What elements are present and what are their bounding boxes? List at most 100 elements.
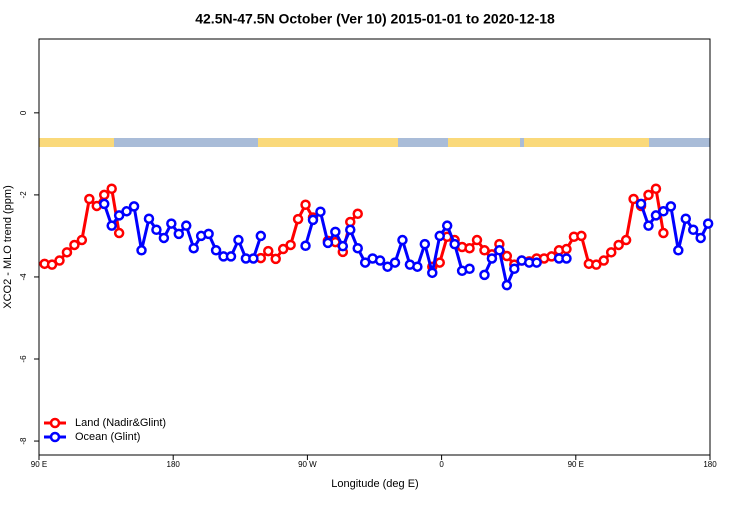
point [248,253,259,264]
point [680,213,692,224]
x-axis-title: Longitude (deg E) [331,478,418,490]
point [658,206,669,217]
point [479,269,490,281]
y-tick-label: -2 [19,191,28,199]
point [352,208,363,220]
legend-label: Ocean (Glint) [75,431,140,443]
point [598,255,610,266]
point [464,263,475,274]
point [322,237,334,249]
legend: Land (Nadir&Glint) Ocean (Glint) [44,417,166,443]
point [434,257,445,268]
point [173,228,185,240]
point [591,259,602,270]
point [151,224,162,236]
chart-title: 42.5N-47.5N October (Ver 10) 2015-01-01 … [195,11,555,27]
point [46,259,58,270]
point [665,201,677,212]
point [285,239,296,251]
point [397,234,408,246]
point [188,242,199,254]
point [113,210,125,221]
point [628,193,639,205]
point [479,245,490,256]
y-tick-label: -6 [19,355,28,363]
point [635,198,647,210]
point [494,245,505,256]
legend-marker [49,417,61,429]
point [412,261,423,272]
point [382,261,393,272]
point [121,206,132,217]
y-tick-label: -4 [19,273,28,281]
point [300,199,311,210]
point [210,245,222,256]
point [650,183,662,194]
point [76,234,88,246]
point [270,253,281,265]
point [561,253,572,264]
strip-land [258,138,398,147]
legend-marker [49,431,61,443]
point [441,220,453,231]
point [330,226,341,238]
point [113,227,125,239]
point [643,189,654,201]
point [531,257,542,268]
point [419,238,431,250]
y-axis-title: XCO2 - MLO trend (ppm) [2,185,14,308]
point [509,263,520,274]
point [61,247,73,258]
point [643,220,654,231]
point [98,198,110,210]
x-tick-label: 180 [167,460,181,469]
x-tick-label: 180 [703,460,717,469]
point [292,213,304,225]
series [98,198,714,291]
point [69,239,80,251]
point [277,243,289,255]
y-tick-label: -8 [19,437,28,445]
strip-land [524,138,649,147]
point [464,242,475,254]
point [84,193,95,205]
point [561,243,572,255]
point [471,234,483,246]
point [374,255,386,266]
land-ocean-strip [39,138,710,147]
point [427,267,438,279]
point [620,234,632,246]
point [687,224,699,236]
point [98,189,110,201]
x-tick-label: 90 E [31,460,47,469]
strip-land [39,138,114,147]
point [501,250,513,262]
point [337,240,349,252]
x-tick-label: 0 [439,460,444,469]
point [300,240,311,252]
point [486,253,498,264]
point [449,238,460,250]
point [54,255,65,266]
point [166,218,177,229]
point [106,220,117,231]
point [650,210,662,221]
point [203,228,214,240]
point [225,251,237,262]
point [255,230,267,242]
point [695,232,706,244]
point [233,234,244,246]
y-tick-label: 0 [19,110,28,115]
point [576,230,587,242]
point [658,227,669,239]
point [315,206,326,217]
point [180,220,192,231]
point [158,232,170,244]
point [136,245,147,256]
point [128,201,140,212]
x-tick-label: 90 E [568,460,584,469]
point [613,239,624,251]
point [702,218,714,229]
point [673,245,684,256]
point [434,230,445,242]
